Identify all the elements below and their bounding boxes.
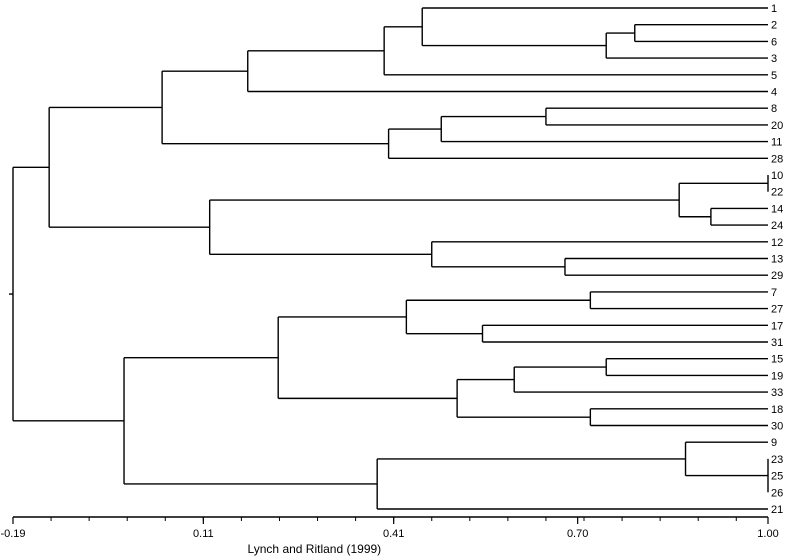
leaf-label: 27 xyxy=(771,304,783,316)
leaf-label: 25 xyxy=(771,471,783,483)
tick-label: 0.11 xyxy=(193,528,214,540)
dendrogram-branches xyxy=(9,7,769,510)
x-axis-ticks: -0.19 0.11 0.41 0.70 1.00 xyxy=(0,517,779,540)
leaf-label: 22 xyxy=(771,187,783,199)
leaf-label: 20 xyxy=(771,120,783,132)
leaf-labels: 1263548201128102214241213297271731151933… xyxy=(771,3,783,516)
leaf-label: 23 xyxy=(771,454,783,466)
leaf-label: 17 xyxy=(771,320,783,332)
leaf-label: 5 xyxy=(771,70,777,82)
leaf-label: 14 xyxy=(771,203,783,215)
leaf-label: 11 xyxy=(771,137,782,149)
leaf-label: 18 xyxy=(771,404,783,416)
leaf-label: 31 xyxy=(771,337,783,349)
leaf-label: 19 xyxy=(771,370,783,382)
leaf-label: 28 xyxy=(771,153,783,165)
leaf-label: 15 xyxy=(771,354,783,366)
leaf-label: 21 xyxy=(771,504,783,516)
leaf-label: 29 xyxy=(771,270,783,282)
leaf-label: 30 xyxy=(771,421,783,433)
leaf-label: 24 xyxy=(771,220,783,232)
x-axis-title: Lynch and Ritland (1999) xyxy=(248,542,382,556)
leaf-label: 10 xyxy=(771,170,783,182)
leaf-label: 12 xyxy=(771,237,783,249)
leaf-label: 4 xyxy=(771,87,777,99)
leaf-label: 8 xyxy=(771,103,777,115)
tick-label: -0.19 xyxy=(0,528,25,540)
leaf-label: 26 xyxy=(771,487,783,499)
leaf-label: 6 xyxy=(771,36,777,48)
leaf-label: 33 xyxy=(771,387,783,399)
leaf-label: 1 xyxy=(771,3,777,15)
leaf-label: 13 xyxy=(771,254,783,266)
tick-label: 0.70 xyxy=(567,528,588,540)
leaf-label: 9 xyxy=(771,437,777,449)
leaf-label: 2 xyxy=(771,20,777,32)
leaf-label: 7 xyxy=(771,287,777,299)
tick-label: 0.41 xyxy=(383,528,404,540)
x-axis: -0.19 0.11 0.41 0.70 1.00 xyxy=(0,516,779,540)
tick-label: 1.00 xyxy=(757,528,778,540)
leaf-label: 3 xyxy=(771,53,777,65)
